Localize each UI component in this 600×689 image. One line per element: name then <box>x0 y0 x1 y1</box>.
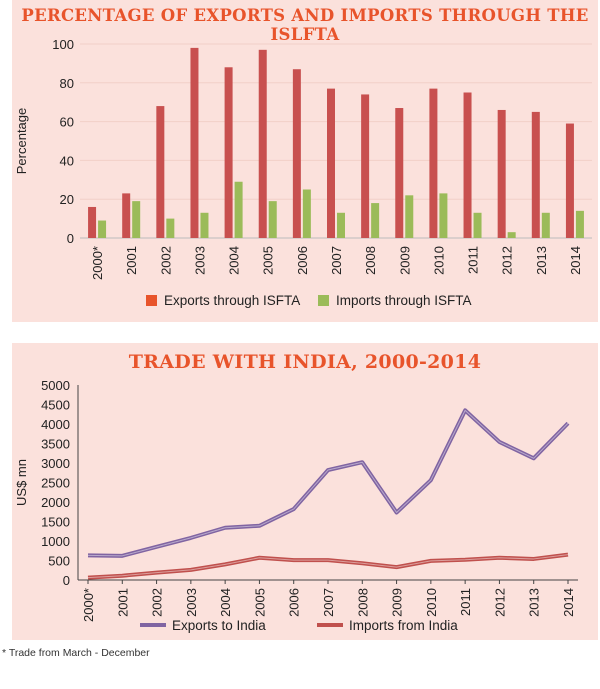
bar-imports-2002 <box>166 218 175 238</box>
bar-imports-2004 <box>234 181 243 238</box>
bar-imports-2010 <box>439 193 448 238</box>
x-tick-label: 2000* <box>90 246 105 280</box>
y-tick-label: 5000 <box>41 378 70 393</box>
bar-imports-2007 <box>337 212 345 238</box>
line-highlight <box>87 409 569 557</box>
trade-india-chart-panel: TRADE WITH INDIA, 2000-2014 0 500 1000 1500… <box>12 343 598 640</box>
line-imports-from-india <box>87 552 569 580</box>
x-tick-label: 2009 <box>390 588 405 617</box>
x-tick-label: 2006 <box>287 588 302 617</box>
x-tick-label: 2001 <box>124 246 139 275</box>
x-tick-label: 2011 <box>458 588 473 616</box>
legend-swatch <box>146 295 157 306</box>
x-tick-label: 2008 <box>355 588 370 617</box>
x-tick-label: 2007 <box>329 246 344 275</box>
bar-exports-2008 <box>361 94 370 238</box>
x-tick-label: 2002 <box>158 246 173 275</box>
y-axis-label: US$ mn <box>14 459 29 506</box>
bar-imports-2005 <box>268 201 277 238</box>
bar-imports-2008 <box>371 203 380 238</box>
y-tick-label: 0 <box>67 231 74 246</box>
y-tick-label: 80 <box>60 76 74 91</box>
bar-exports-2011 <box>463 92 472 238</box>
x-tick-label: 2011 <box>466 246 481 274</box>
y-tick-label: 500 <box>48 554 70 569</box>
legend-swatch <box>318 295 329 306</box>
x-tick-label: 2003 <box>192 246 207 275</box>
y-tick-label: 3500 <box>41 437 70 452</box>
y-tick-label: 4500 <box>41 398 70 413</box>
y-tick-label: 0 <box>63 573 70 588</box>
y-tick-label: 2000 <box>41 495 70 510</box>
x-tick-label: 2004 <box>227 246 242 275</box>
bar-exports-2004 <box>224 67 233 238</box>
y-tick-label: 1500 <box>41 515 70 530</box>
bar-chart: 0 20 40 60 80 100 Percentage 2000* 2001 2002 2003 2… <box>14 37 592 308</box>
y-tick-label: 20 <box>60 192 74 207</box>
legend-label: Imports through ISFTA <box>336 293 472 308</box>
bar-exports-2006 <box>292 69 301 238</box>
bar-exports-2000 <box>88 206 97 238</box>
x-tick-label: 2001 <box>115 588 130 617</box>
x-tick-label: 2010 <box>431 246 446 275</box>
y-tick-label: 4000 <box>41 417 70 432</box>
bar-imports-2013 <box>541 212 550 238</box>
bar-imports-2012 <box>507 232 516 238</box>
x-tick-label: 2013 <box>527 588 542 617</box>
x-tick-label: 2014 <box>561 588 576 617</box>
x-tick-label: 2002 <box>150 588 165 617</box>
bar-exports-2003 <box>190 47 199 238</box>
x-tick-label: 2014 <box>568 246 583 275</box>
bar-exports-2013 <box>531 111 540 238</box>
bar-exports-2014 <box>565 123 574 238</box>
y-tick-label: 2500 <box>41 476 70 491</box>
bar-exports-2002 <box>156 106 165 238</box>
bar-imports-2006 <box>302 189 311 238</box>
bar-imports-2003 <box>200 212 209 238</box>
x-tick-label: 2012 <box>492 588 507 617</box>
chart-title-exports-imports: PERCENTAGE OF EXPORTS AND IMPORTS THROUG… <box>21 6 589 44</box>
y-tick-label: 1000 <box>41 534 70 549</box>
x-tick-label: 2004 <box>218 588 233 617</box>
x-tick-label: 2003 <box>184 588 199 617</box>
y-tick-label: 40 <box>60 153 74 168</box>
chart-title-trade-india: TRADE WITH INDIA, 2000-2014 <box>128 351 482 373</box>
x-tick-label: 2008 <box>363 246 378 275</box>
bar-exports-2005 <box>258 49 267 238</box>
bar-imports-2000 <box>98 220 107 238</box>
bar-exports-2012 <box>497 109 506 239</box>
footnote: * Trade from March - December <box>2 647 150 659</box>
x-tick-label: 2012 <box>500 246 515 275</box>
line-chart: 0 500 1000 1500 2000 2500 3000 3500 4000 4500 5000… <box>14 378 578 633</box>
y-axis-label: Percentage <box>14 108 29 175</box>
bar-exports-2009 <box>395 108 404 239</box>
x-tick-label: 2000* <box>81 588 96 622</box>
x-tick-label: 2010 <box>424 588 439 617</box>
bar-exports-2007 <box>327 88 335 239</box>
export-import-chart-panel: PERCENTAGE OF EXPORTS AND IMPORTS THROUG… <box>12 0 598 322</box>
legend-label: Exports through ISFTA <box>164 293 300 308</box>
bar-imports-2011 <box>473 212 482 238</box>
x-tick-label: 2005 <box>252 588 267 617</box>
bar-exports-2010 <box>429 88 438 239</box>
line-highlight <box>87 554 569 579</box>
bar-imports-2014 <box>575 210 584 238</box>
x-tick-label: 2005 <box>261 246 276 275</box>
bar-exports-2001 <box>122 193 131 238</box>
legend-label: Exports to India <box>172 618 266 633</box>
x-tick-label: 2013 <box>534 246 549 275</box>
line-exports-to-india <box>87 408 570 558</box>
x-tick-label: 2006 <box>295 246 310 275</box>
bar-imports-2001 <box>132 201 141 238</box>
bar-imports-2009 <box>405 195 414 238</box>
y-tick-label: 100 <box>52 37 74 52</box>
legend-label: Imports from India <box>349 618 458 633</box>
y-tick-label: 3000 <box>41 456 70 471</box>
x-tick-label: 2009 <box>397 246 412 275</box>
y-tick-label: 60 <box>60 115 74 130</box>
x-tick-label: 2007 <box>321 588 336 617</box>
